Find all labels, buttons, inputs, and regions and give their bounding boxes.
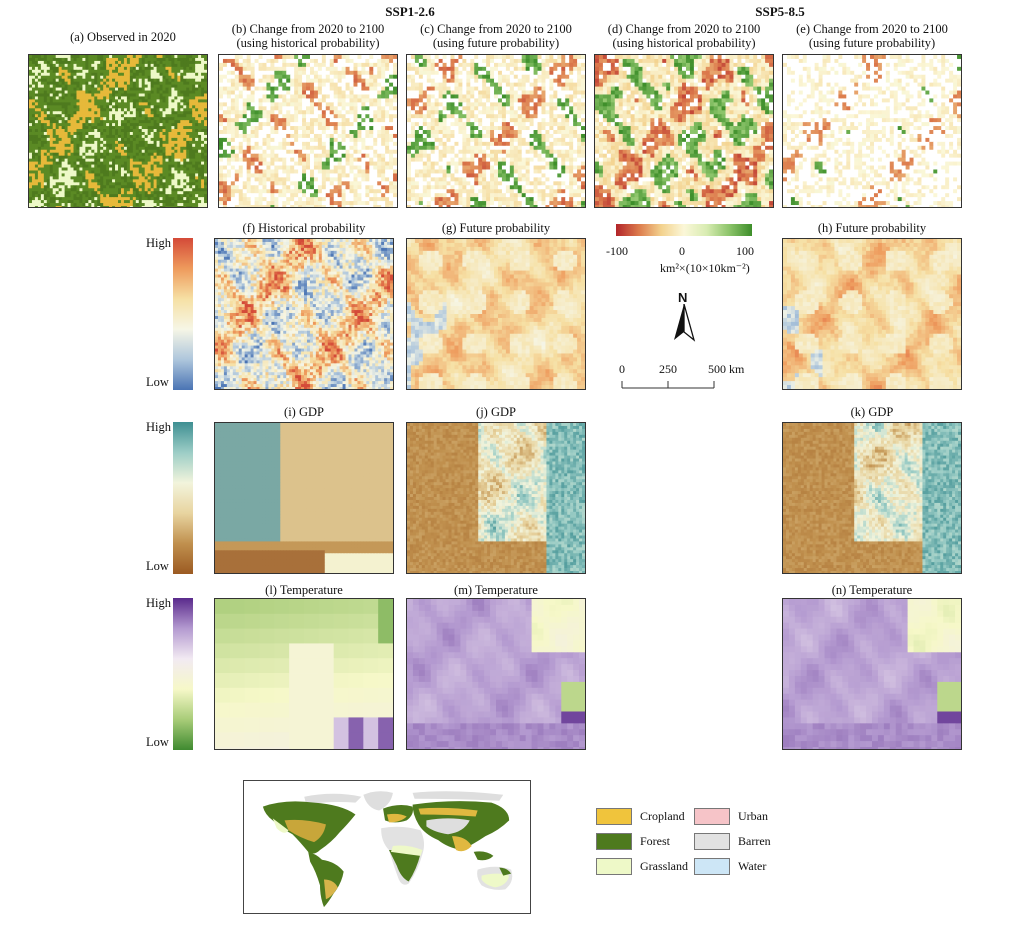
change-min-label: -100	[606, 244, 628, 259]
panel-k-title: (k) GDP	[782, 405, 962, 419]
north-label: N	[678, 290, 687, 305]
gdp-low-label: Low	[146, 559, 169, 574]
legend-swatch-barren	[694, 833, 730, 850]
scalebar	[621, 381, 715, 389]
panel-l-title: (l) Temperature	[214, 583, 394, 597]
map-gdp-ssp5	[782, 422, 962, 574]
world-map-inset	[243, 780, 531, 914]
panel-n-title: (n) Temperature	[782, 583, 962, 597]
map-observed-2020	[28, 54, 208, 208]
panel-f-title: (f) Historical probability	[214, 221, 394, 235]
map-gdp-historical	[214, 422, 394, 574]
scalebar-label-500: 500 km	[708, 362, 744, 377]
panel-i-title: (i) GDP	[214, 405, 394, 419]
panel-g-title: (g) Future probability	[406, 221, 586, 235]
change-max-label: 100	[736, 244, 754, 259]
legend-swatch-urban	[694, 808, 730, 825]
map-historical-probability	[214, 238, 394, 390]
change-colorbar	[616, 224, 752, 236]
temperature-high-label: High	[146, 596, 171, 611]
map-temperature-historical	[214, 598, 394, 750]
temperature-colorbar	[173, 598, 193, 750]
map-change-ssp1-historical	[218, 54, 398, 208]
probability-low-label: Low	[146, 375, 169, 390]
legend-swatch-water	[694, 858, 730, 875]
legend-swatch-forest	[596, 833, 632, 850]
map-future-probability-ssp5	[782, 238, 962, 390]
legend-label-grassland: Grassland	[640, 858, 688, 875]
panel-d-title: (d) Change from 2020 to 2100 (using histo…	[594, 22, 774, 50]
legend-label-forest: Forest	[640, 833, 670, 850]
gdp-colorbar	[173, 422, 193, 574]
map-change-ssp1-future	[406, 54, 586, 208]
legend-label-urban: Urban	[738, 808, 768, 825]
panel-m-title: (m) Temperature	[406, 583, 586, 597]
map-temperature-ssp5	[782, 598, 962, 750]
panel-c-title: (c) Change from 2020 to 2100 (using futur…	[406, 22, 586, 50]
scalebar-label-0: 0	[619, 362, 625, 377]
ssp1-header: SSP1-2.6	[370, 4, 450, 20]
legend-swatch-cropland	[596, 808, 632, 825]
map-gdp-ssp1	[406, 422, 586, 574]
legend-label-barren: Barren	[738, 833, 771, 850]
probability-high-label: High	[146, 236, 171, 251]
world-landmass	[262, 791, 513, 908]
panel-h-title: (h) Future probability	[782, 221, 962, 235]
scalebar-label-250: 250	[659, 362, 677, 377]
change-mid-label: 0	[679, 244, 685, 259]
temperature-low-label: Low	[146, 735, 169, 750]
probability-colorbar	[173, 238, 193, 390]
panel-a-title: (a) Observed in 2020	[28, 30, 218, 44]
panel-j-title: (j) GDP	[406, 405, 586, 419]
map-temperature-ssp1	[406, 598, 586, 750]
panel-e-title: (e) Change from 2020 to 2100 (using futur…	[782, 22, 962, 50]
map-future-probability-ssp1	[406, 238, 586, 390]
legend-label-water: Water	[738, 858, 766, 875]
change-unit-label: km²×(10×10km⁻²)	[660, 261, 750, 276]
map-change-ssp5-historical	[594, 54, 774, 208]
ssp5-header: SSP5-8.5	[740, 4, 820, 20]
panel-b-title: (b) Change from 2020 to 2100 (using histo…	[218, 22, 398, 50]
legend-swatch-grassland	[596, 858, 632, 875]
north-arrow-icon	[674, 304, 696, 342]
map-change-ssp5-future	[782, 54, 962, 208]
legend-label-cropland: Cropland	[640, 808, 685, 825]
gdp-high-label: High	[146, 420, 171, 435]
